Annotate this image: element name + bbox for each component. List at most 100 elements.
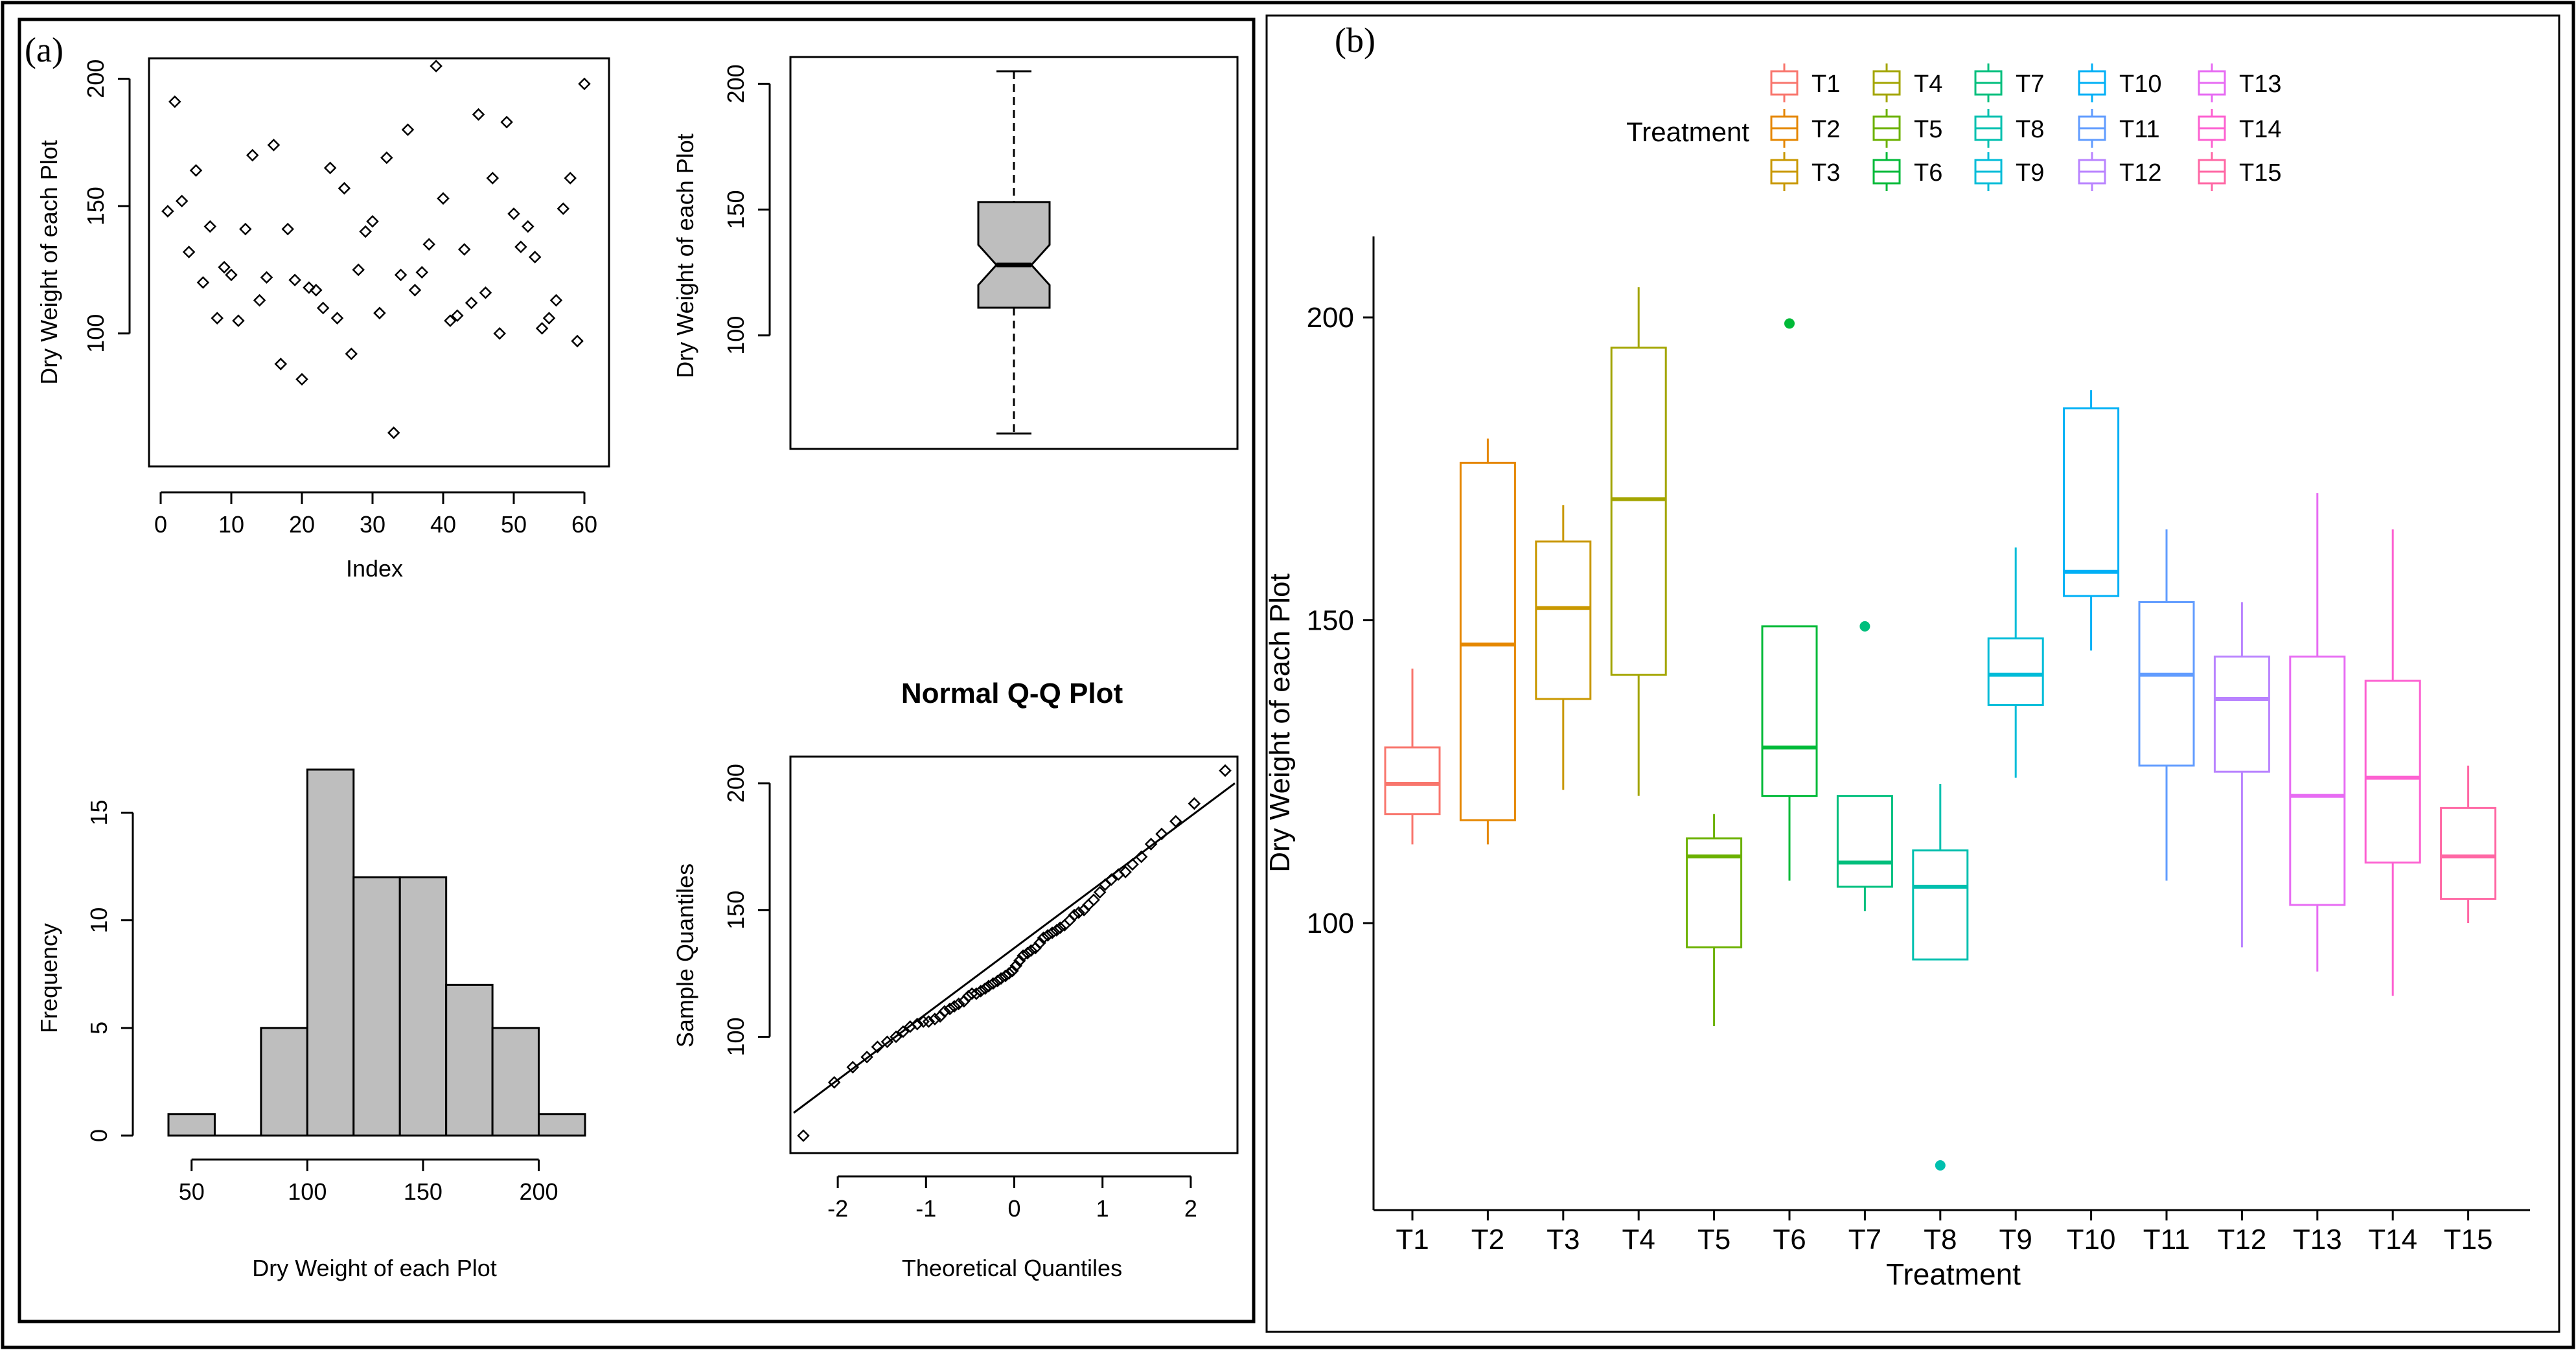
treatment-boxplot-x-tick-label: T11 [2143, 1224, 2191, 1255]
index-plot-y-axis: 100 150 200 [82, 60, 131, 353]
index-plot-x-tick-label: 10 [218, 511, 244, 538]
index-plot-point [465, 296, 478, 310]
legend-key-label: T14 [2239, 116, 2281, 143]
index-plot-point [225, 268, 238, 282]
treatment-box-outlier [1935, 1160, 1946, 1171]
legend-key-label: T8 [2016, 116, 2044, 143]
qq-plot-point [1219, 764, 1232, 777]
qq-plot-point [1050, 924, 1063, 937]
index-plot-point [373, 306, 386, 320]
notched-boxplot-y-tick-label: 150 [722, 190, 749, 229]
treatment-boxplot-x-tick-label: T13 [2293, 1224, 2342, 1255]
index-plot-points [161, 60, 591, 439]
index-plot-point [437, 192, 450, 205]
index-plot-x-tick-label: 0 [154, 511, 167, 538]
qq-plot-point [797, 1129, 810, 1142]
qq-plot-point [995, 972, 1007, 985]
treatment-box-body [1459, 461, 1516, 821]
treatment-boxplot: Treatment T1 T2 T3 T4 T5 T6 T7 T8 T9 T10 T11 T12 T13… [1264, 63, 2530, 1291]
qq-plot-point [1126, 858, 1139, 871]
legend-key-t3: T3 [1770, 152, 1840, 191]
index-plot-point [281, 222, 294, 236]
index-plot-point [352, 263, 365, 277]
qq-plot-point [1087, 893, 1100, 906]
treatment-boxplot-x-tick-label: T15 [2444, 1224, 2493, 1255]
legend-key-t4: T4 [1872, 63, 1942, 102]
legend-key-t9: T9 [1974, 152, 2044, 191]
panel-b-frame [1265, 14, 2560, 1333]
treatment-boxplot-x-label: Treatment [1886, 1257, 2021, 1291]
notched-boxplot-body [977, 201, 1051, 309]
histogram-x-axis: 50 100 150 200 [179, 1158, 558, 1205]
treatment-boxplot-y-tick-label: 100 [1307, 908, 1354, 939]
qq-plot-point [1024, 944, 1038, 957]
index-plot-y-label: Dry Weight of each Plot [36, 140, 62, 385]
qq-plot-point [922, 1015, 936, 1028]
legend-key-label: T1 [1811, 71, 1840, 98]
treatment-box-body [2213, 656, 2270, 773]
treatment-box-body [2289, 656, 2346, 906]
index-plot-point [528, 251, 542, 264]
index-plot-y-tick-label: 200 [82, 60, 109, 98]
treatment-boxplot-y-tick-label: 200 [1307, 302, 1354, 334]
treatment-legend: Treatment T1 T2 T3 T4 T5 T6 T7 T8 T9 T10 T11 T12 T13… [1626, 63, 2281, 191]
index-plot-x-axis: 0 10 20 30 40 50 60 [154, 491, 597, 538]
qq-plot-point [1041, 929, 1055, 942]
legend-key-t2: T2 [1770, 109, 1840, 148]
treatment-boxplot-x-tick-label: T9 [1999, 1224, 2032, 1255]
treatment-box-body [1535, 540, 1592, 700]
qq-plot-y-label: Sample Quantiles [672, 864, 698, 1047]
index-plot-point [246, 148, 259, 162]
treatment-box-body [2364, 680, 2421, 864]
qq-plot-point [1134, 850, 1148, 864]
qq-plot-point [1068, 908, 1081, 922]
index-plot-point [203, 220, 217, 233]
treatment-box-outlier [1784, 318, 1795, 329]
treatment-box-t8 [1912, 783, 1969, 1171]
treatment-boxes [1384, 287, 2497, 1171]
treatment-boxplot-x-tick-label: T6 [1773, 1224, 1806, 1255]
qq-plot-point [1013, 954, 1026, 967]
index-plot-y-tick-label: 150 [82, 187, 109, 225]
treatment-box-body [1836, 795, 1893, 888]
index-plot-point [380, 151, 393, 165]
legend-key-label: T6 [1914, 159, 1942, 187]
qq-plot-point [1002, 967, 1016, 980]
index-plot-point [211, 312, 224, 325]
histogram-x-tick-label: 200 [520, 1178, 558, 1205]
index-plot-point [522, 220, 535, 233]
qq-plot-point [970, 987, 983, 1000]
index-plot-point [535, 322, 549, 335]
index-plot-point [232, 314, 245, 327]
qq-plot-point [952, 997, 965, 1011]
treatment-box-t11 [2138, 529, 2195, 881]
index-plot-point [330, 312, 344, 325]
qq-plot-x-axis: -2 -1 0 1 2 [827, 1175, 1197, 1222]
legend-key-t7: T7 [1974, 63, 2044, 102]
treatment-box-body [1987, 637, 2044, 706]
index-plot-point [507, 207, 520, 220]
legend-key-t15: T15 [2198, 152, 2281, 191]
qq-plot-title: Normal Q-Q Plot [901, 678, 1123, 709]
treatment-box-t1 [1384, 669, 1441, 845]
qq-plot-point [943, 1002, 956, 1016]
index-plot-point [394, 268, 408, 282]
treatment-box-body [1384, 746, 1441, 816]
index-plot-point [486, 172, 500, 185]
qq-plot-point [860, 1051, 873, 1064]
qq-plot-point [890, 1030, 903, 1044]
treatment-boxplot-x-tick-label: T7 [1848, 1224, 1881, 1255]
treatment-boxplot-x-tick-label: T1 [1396, 1224, 1429, 1255]
legend-key-t8: T8 [1974, 109, 2044, 148]
index-plot-point [175, 194, 189, 208]
qq-plot-point [982, 979, 995, 992]
qq-plot-point [871, 1040, 884, 1053]
index-plot-x-tick-label: 60 [571, 511, 597, 538]
notched-boxplot-frame [789, 56, 1239, 450]
qq-plot-x-tick-label: -2 [827, 1195, 848, 1222]
treatment-boxplot-x-tick-label: T5 [1697, 1224, 1731, 1255]
index-plot-point [182, 246, 196, 258]
histogram: 50 100 150 200 0 5 10 15 Dry Weight of each Pl… [36, 768, 586, 1281]
treatment-box-t2 [1459, 439, 1516, 845]
